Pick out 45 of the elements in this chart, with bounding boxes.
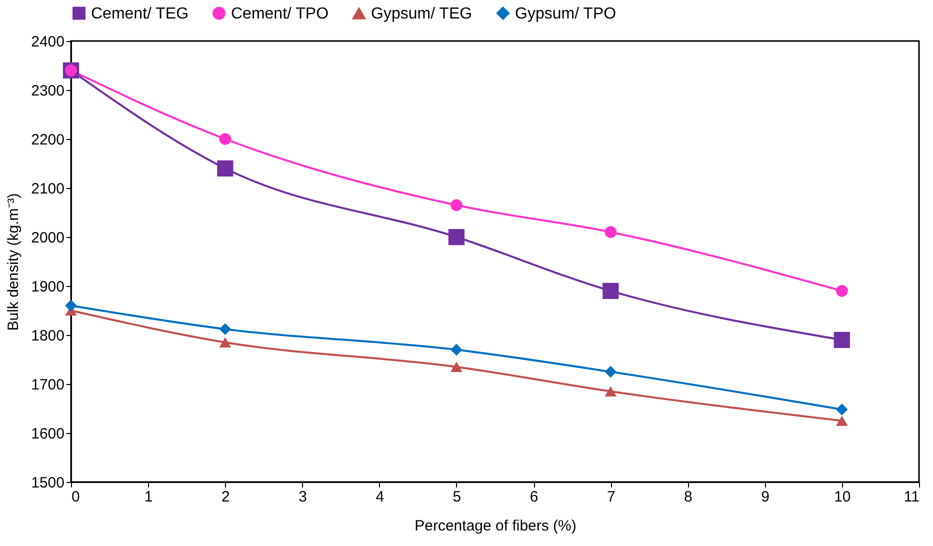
x-tick-label: 7 bbox=[606, 488, 616, 506]
y-tick-label: 2200 bbox=[31, 132, 64, 148]
point bbox=[836, 416, 848, 426]
y-tick-label: 1700 bbox=[31, 376, 64, 394]
x-tick-label: 8 bbox=[684, 488, 692, 506]
point bbox=[834, 332, 850, 348]
x-tick-label: 0 bbox=[72, 488, 80, 506]
point bbox=[65, 300, 77, 312]
legend-label: Cement/ TPO bbox=[231, 5, 329, 22]
x-axis-title: Percentage of fibers (%) bbox=[414, 518, 576, 534]
x-tick-label: 5 bbox=[452, 488, 462, 506]
point bbox=[219, 337, 232, 348]
legend-label: Cement/ TEG bbox=[91, 5, 189, 22]
point bbox=[836, 284, 848, 297]
y-tick-label: 1900 bbox=[31, 278, 64, 296]
legend-label: Gypsum/ TPO bbox=[515, 5, 616, 22]
point bbox=[604, 366, 617, 378]
y-tick-label: 1600 bbox=[31, 426, 64, 442]
x-tick-label: 1 bbox=[144, 488, 153, 506]
y-tick-label: 2100 bbox=[31, 180, 64, 198]
point bbox=[604, 386, 617, 396]
y-tick-label: 2000 bbox=[31, 230, 64, 246]
y-axis-title: Bulk density (kg.m⁻³) bbox=[5, 193, 22, 331]
point bbox=[219, 323, 232, 336]
point bbox=[604, 226, 617, 238]
x-tick-label: 10 bbox=[834, 488, 851, 506]
point bbox=[450, 199, 462, 212]
y-tick-label: 1500 bbox=[31, 474, 64, 492]
point bbox=[217, 160, 234, 176]
point bbox=[450, 344, 462, 356]
x-tick-label: 6 bbox=[530, 488, 538, 506]
y-tick-label: 1800 bbox=[31, 328, 64, 344]
point bbox=[602, 282, 619, 299]
point bbox=[448, 228, 465, 246]
point bbox=[836, 404, 848, 416]
y-tick-label: 2300 bbox=[31, 82, 64, 100]
x-tick-label: 9 bbox=[761, 488, 770, 506]
legend-label: Gypsum/ TEG bbox=[371, 6, 472, 23]
x-tick-label: 11 bbox=[904, 488, 920, 506]
point bbox=[219, 133, 232, 145]
point bbox=[450, 362, 462, 372]
x-tick-label: 3 bbox=[298, 488, 307, 506]
x-tick-label: 2 bbox=[222, 488, 230, 506]
y-tick-label: 2400 bbox=[31, 34, 64, 50]
x-tick-label: 4 bbox=[376, 488, 384, 506]
